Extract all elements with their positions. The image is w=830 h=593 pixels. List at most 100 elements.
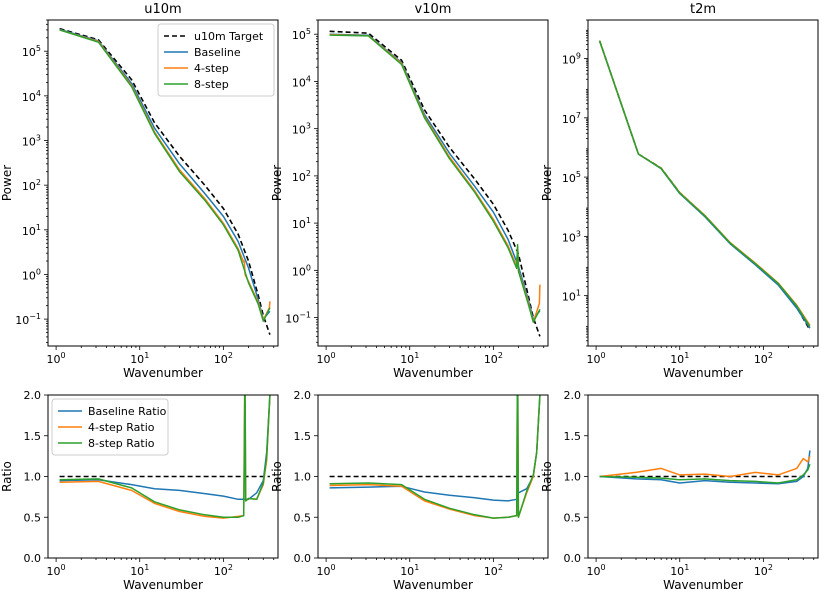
y-axis-label: Ratio [270,461,284,492]
series-line-baseline [598,40,811,329]
subplot-2: 100 101 10210−1100101102103104105v10mWaven… [270,2,549,380]
x-tick-label-base: 10 [670,353,684,366]
subplot-4: 100 101 1020.00.51.01.52.0WavenumberRatioB… [0,389,279,592]
y-axis-label: Ratio [540,461,554,492]
y-tick-label: 1.5 [294,430,312,443]
x-tick-label: 102 [754,563,773,578]
y-tick-label: 10−1 [15,312,41,327]
y-tick-label: 109 [562,52,581,67]
series-line-baseline-ratio [59,395,271,501]
y-tick-label-base: 10 [22,180,36,193]
y-tick-label: 1.5 [24,430,42,443]
x-tick-label: 102 [484,351,503,366]
y-tick-label-base: 10 [292,29,306,42]
y-tick-label-exp: 1 [576,289,581,298]
x-tick-label-base: 10 [587,353,601,366]
legend-label: 4-step Ratio [88,421,155,434]
x-tick-label-exp: 1 [414,563,419,572]
legend-box [157,23,275,97]
x-tick-label: 102 [754,351,773,366]
x-axis-label: Wavenumber [123,366,203,380]
y-tick-label: 0.0 [564,552,582,565]
y-tick-label: 103 [22,134,41,149]
x-tick-label-base: 10 [587,565,601,578]
y-tick-label: 103 [292,122,311,137]
x-axis-label: Wavenumber [663,366,743,380]
x-tick-label-exp: 1 [144,563,149,572]
subplot-title: t2m [690,2,716,17]
y-tick-label-exp: −1 [29,312,41,321]
series-line-8-step [329,34,541,323]
legend-label: u10m Target [194,30,264,43]
x-axis-label: Wavenumber [393,578,473,592]
legend: Baseline Ratio 4-step Ratio 8-step Ratio [51,398,169,456]
y-tick-label: 2.0 [294,389,312,402]
x-tick-label-exp: 2 [768,351,773,360]
y-tick-label: 105 [292,27,311,42]
series-line-8-step-ratio [59,395,271,519]
x-tick-label: 100 [317,563,336,578]
x-tick-label-base: 10 [754,565,768,578]
y-tick-label-exp: 4 [306,74,311,83]
x-tick-label-exp: 2 [768,563,773,572]
series-line-4-step [598,40,811,326]
y-tick-label-base: 10 [285,313,299,326]
x-tick-label: 101 [400,563,419,578]
x-tick-label: 101 [670,351,689,366]
x-tick-label-base: 10 [317,353,331,366]
x-tick-label: 101 [130,563,149,578]
legend-label: Baseline [194,46,241,59]
y-tick-label: 1.0 [564,471,582,484]
y-tick-label: 101 [292,216,311,231]
y-tick-label: 1.5 [564,430,582,443]
y-tick-label-exp: 1 [36,223,41,232]
y-tick-label-base: 10 [22,136,36,149]
y-tick-label-exp: −1 [299,311,311,320]
y-tick-label: 0.5 [294,511,312,524]
x-tick-label-exp: 1 [414,351,419,360]
plot-frame [317,19,549,347]
y-axis-label: Power [0,165,14,201]
x-tick-label: 101 [400,351,419,366]
y-tick-label-base: 10 [22,269,36,282]
y-tick-label: 105 [562,170,581,185]
x-tick-label: 100 [317,351,336,366]
y-axis-label: Power [540,165,554,201]
y-tick-label-exp: 0 [36,267,41,276]
series-line-baseline [329,33,541,321]
y-tick-label: 101 [562,289,581,304]
subplot-1: 100 101 10210−1100101102103104105u10mWaven… [0,2,279,380]
y-tick-label: 102 [22,178,41,193]
y-tick-label: 0.0 [24,552,42,565]
y-tick-label: 105 [22,44,41,59]
subplot-title: v10m [415,2,452,17]
y-tick-label-exp: 4 [36,89,41,98]
y-tick-label-base: 10 [292,124,306,137]
y-tick-label-exp: 7 [576,111,581,120]
legend-label: 8-step Ratio [88,437,155,450]
series-line-8-step-ratio [599,464,811,484]
y-tick-label: 1.0 [24,471,42,484]
series-line-4-step [329,33,541,323]
x-tick-label-base: 10 [214,353,228,366]
x-tick-label: 100 [587,563,606,578]
y-tick-label: 0.5 [564,511,582,524]
x-tick-label: 100 [47,351,66,366]
legend-box [51,398,169,456]
x-tick-label-exp: 1 [144,351,149,360]
subplot-title: u10m [144,2,181,17]
y-axis-label: Ratio [0,461,14,492]
x-tick-label-base: 10 [214,565,228,578]
x-tick-label-base: 10 [317,565,331,578]
x-tick-label-exp: 1 [684,351,689,360]
x-tick-label-exp: 1 [684,563,689,572]
legend-label: 8-step [194,78,229,91]
x-tick-label-exp: 2 [228,351,233,360]
x-tick-label: 101 [130,351,149,366]
y-tick-label: 101 [22,223,41,238]
x-tick-label-exp: 2 [498,563,503,572]
legend: u10m Target Baseline 4-step 8-step [157,23,275,97]
y-tick-label-base: 10 [22,225,36,238]
y-tick-label-base: 10 [562,172,576,185]
